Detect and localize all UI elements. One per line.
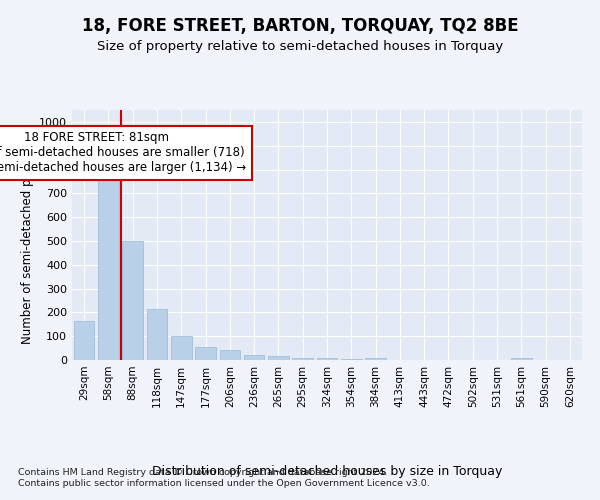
- Text: Contains HM Land Registry data © Crown copyright and database right 2024.
Contai: Contains HM Land Registry data © Crown c…: [18, 468, 430, 487]
- Bar: [146, 309, 167, 360]
- Text: 18 FORE STREET: 81sqm
← 38% of semi-detached houses are smaller (718)
60% of sem: 18 FORE STREET: 81sqm ← 38% of semi-deta…: [0, 132, 247, 174]
- Bar: [171, 336, 191, 360]
- Bar: [98, 170, 119, 360]
- Text: Distribution of semi-detached houses by size in Torquay: Distribution of semi-detached houses by …: [152, 464, 502, 477]
- Y-axis label: Number of semi-detached properties: Number of semi-detached properties: [20, 126, 34, 344]
- Bar: [511, 358, 532, 360]
- Bar: [292, 358, 313, 360]
- Bar: [244, 355, 265, 360]
- Text: 18, FORE STREET, BARTON, TORQUAY, TQ2 8BE: 18, FORE STREET, BARTON, TORQUAY, TQ2 8B…: [82, 18, 518, 36]
- Bar: [195, 347, 216, 360]
- Text: Size of property relative to semi-detached houses in Torquay: Size of property relative to semi-detach…: [97, 40, 503, 53]
- Bar: [220, 350, 240, 360]
- Bar: [317, 358, 337, 360]
- Bar: [365, 358, 386, 360]
- Bar: [341, 359, 362, 360]
- Bar: [268, 356, 289, 360]
- Bar: [74, 320, 94, 360]
- Bar: [122, 241, 143, 360]
